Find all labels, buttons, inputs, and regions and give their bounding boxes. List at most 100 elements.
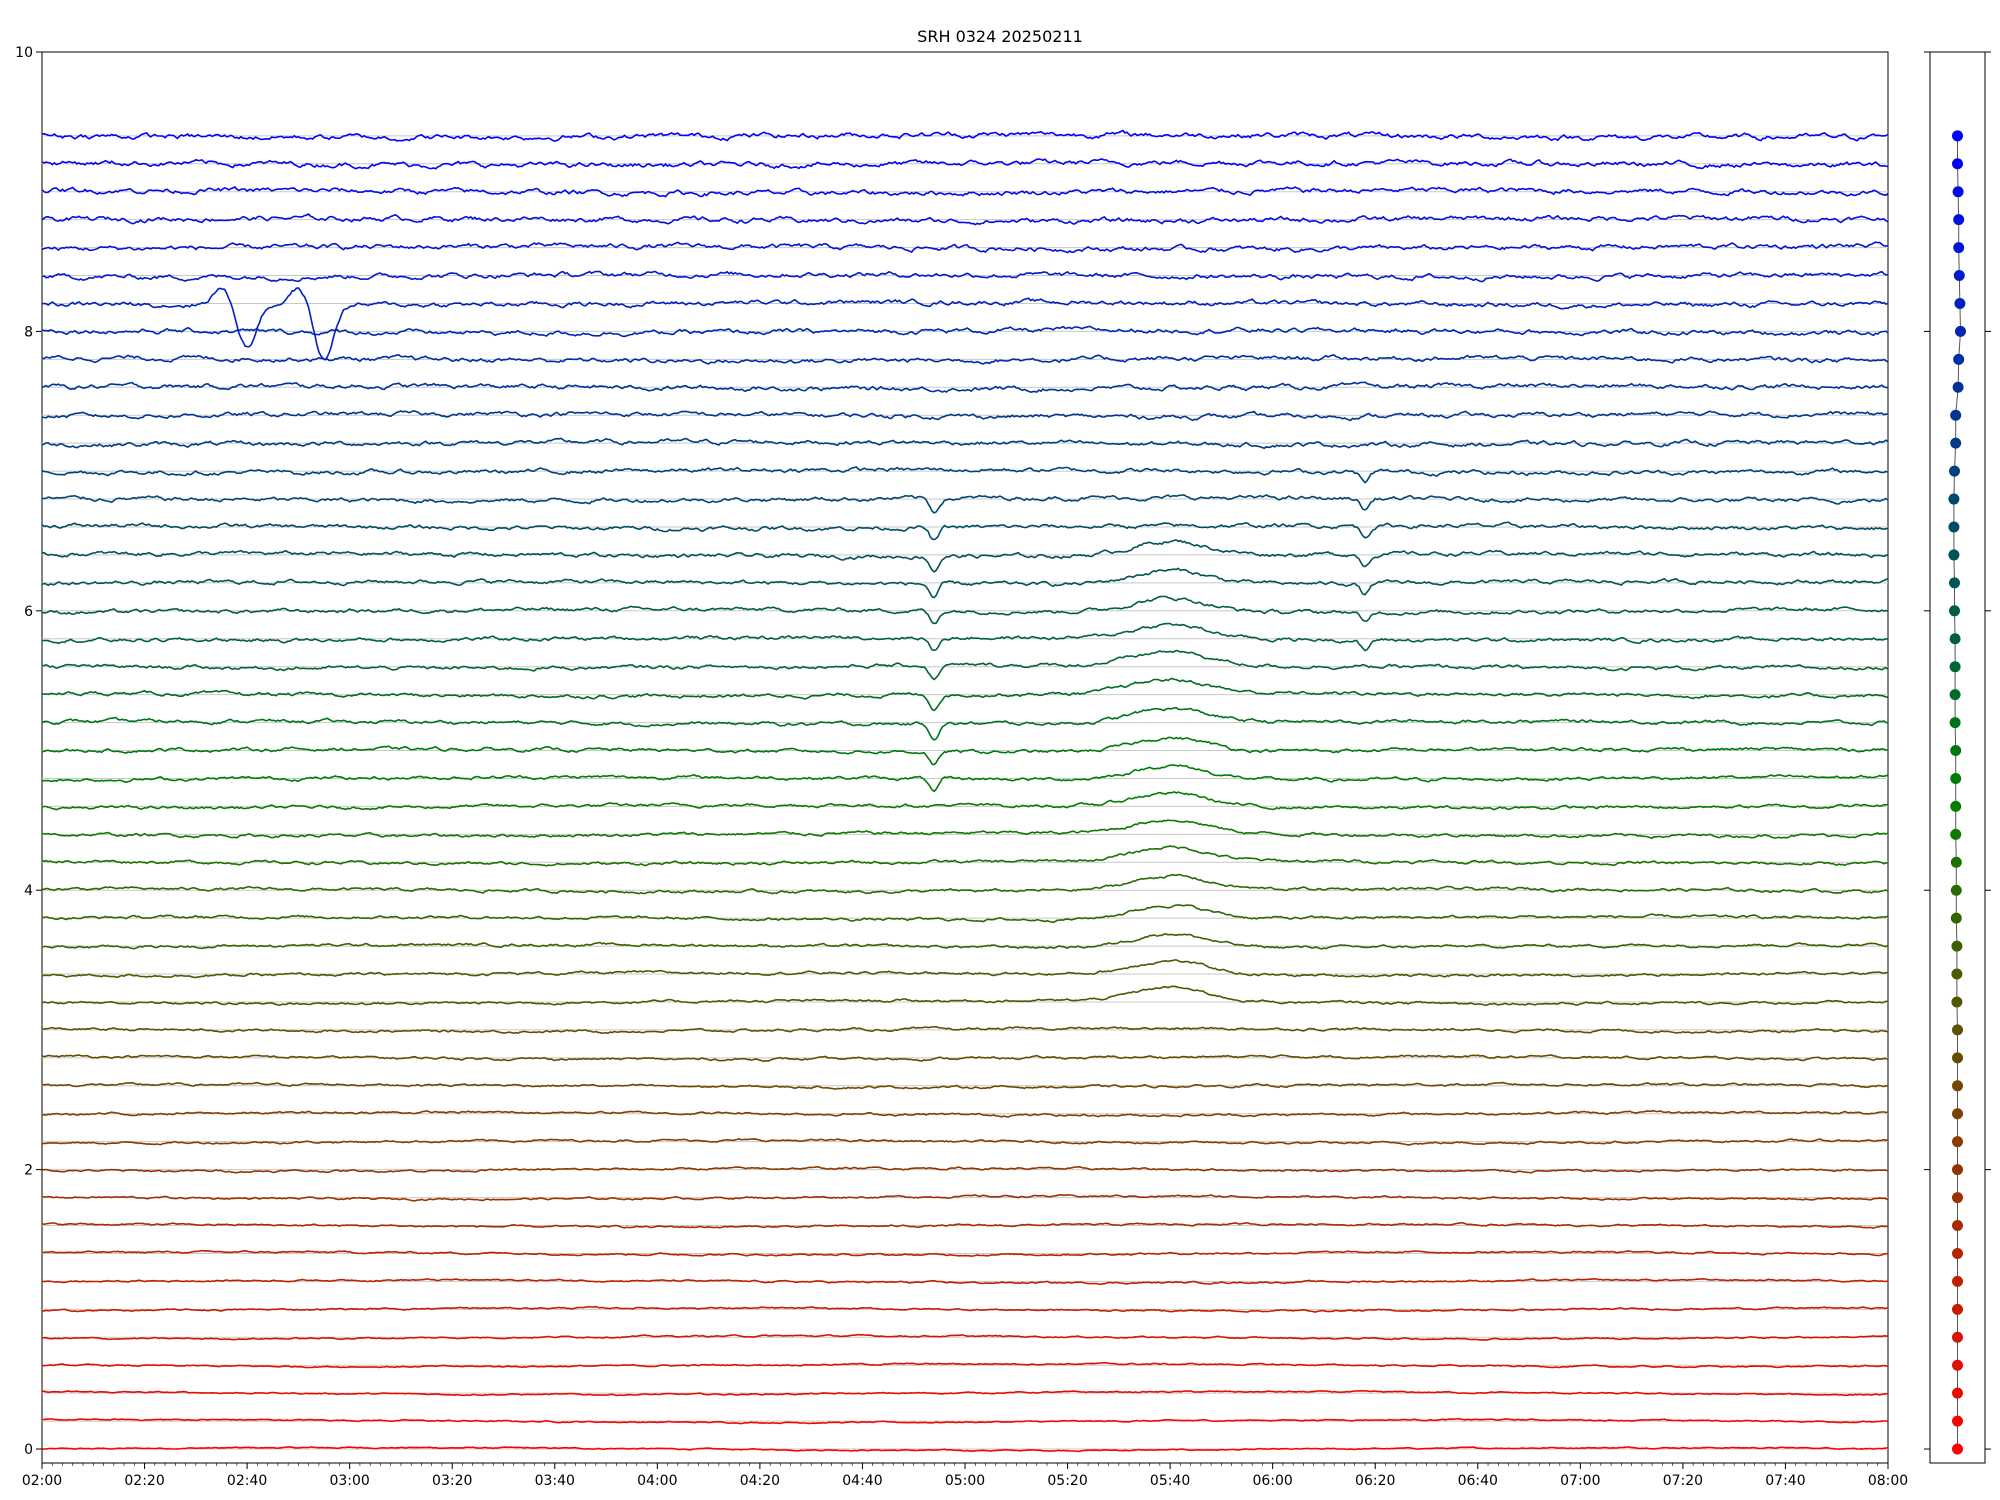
trace-line [41,241,1889,254]
side-dot [1952,1275,1963,1287]
trace-line [41,213,1889,226]
trace-line [41,595,1889,625]
side-dot [1949,633,1961,645]
trace-line [41,1389,1889,1397]
trace-line [41,649,1889,681]
side-dot [1952,1164,1963,1176]
x-tick-label: 02:20 [124,1473,164,1489]
x-tick-label: 06:20 [1355,1473,1395,1489]
side-dot [1953,353,1965,365]
side-dot [1952,381,1964,393]
trace-line [41,521,1889,541]
side-dot [1950,437,1962,449]
side-dot [1951,996,1963,1008]
trace-line [41,959,1889,979]
trace-line [41,1054,1889,1063]
trace-line [41,270,1889,283]
x-tick-label: 06:40 [1458,1473,1498,1489]
trace-line [41,409,1889,422]
x-tick-label: 05:40 [1150,1473,1190,1489]
side-dot [1952,1359,1963,1371]
trace-line [41,1165,1889,1174]
side-dot [1952,1415,1963,1427]
trace-line [41,791,1889,811]
trace-line [41,567,1889,599]
y-tick-label: 6 [24,604,33,620]
side-dot [1952,1387,1963,1399]
side-dot [1952,1443,1963,1455]
trace-line [41,1333,1889,1341]
side-dot [1950,772,1962,784]
side-plot [1924,51,1991,1464]
trace-line [41,1277,1889,1286]
side-dot [1950,856,1962,868]
x-tick-label: 03:40 [535,1473,575,1489]
side-dot [1952,1052,1963,1064]
side-dot [1950,409,1962,421]
side-dot [1949,465,1960,477]
x-tick-label: 02:00 [22,1473,62,1489]
side-dot [1952,1080,1963,1092]
x-tick-label: 07:00 [1560,1473,1600,1489]
trace-line [41,764,1889,793]
side-dot [1949,577,1960,589]
side-dot [1948,549,1960,561]
side-dot [1952,1303,1963,1315]
main-plot: 02:00 02:20 02:40 03:00 03:20 03:40 04:00 04:20… [15,45,1908,1489]
side-dot [1952,1024,1963,1036]
trace-line [41,677,1889,712]
trace-line [41,381,1889,394]
side-dot [1953,214,1965,226]
x-tick-label: 05:00 [945,1473,985,1489]
trace-line [41,129,1889,143]
chart-title: SRH 0324 20250211 [917,27,1083,46]
side-dot [1952,1108,1963,1120]
x-tick-label: 08:00 [1868,1473,1908,1489]
side-dot [1953,242,1965,254]
side-dot [1952,186,1964,198]
trace-line [42,287,1889,361]
x-tick-label: 05:20 [1047,1473,1087,1489]
side-dot [1950,912,1962,924]
y-tick-label: 8 [24,324,33,340]
trace-line [42,1418,1889,1425]
side-dot [1952,1220,1963,1232]
side-dot [1952,158,1963,170]
side-dot [1953,270,1965,282]
trace-line [41,904,1889,924]
side-dot [1950,745,1962,757]
side-dot [1952,1136,1963,1148]
trace-line [42,539,1889,573]
trace-line [42,1138,1889,1146]
trace-line [41,158,1889,170]
trace-line [42,1249,1888,1257]
x-tick-label: 03:20 [432,1473,472,1489]
trace-line [41,185,1889,198]
trace-line [41,494,1889,514]
side-dot [1952,1331,1963,1343]
x-tick-label: 03:00 [329,1473,369,1489]
side-dot [1950,800,1962,812]
x-tick-label: 04:00 [637,1473,677,1489]
x-tick-label: 04:40 [842,1473,882,1489]
x-tick-label: 07:40 [1765,1473,1805,1489]
side-dot [1949,717,1961,729]
y-tick-label: 0 [24,1442,33,1458]
x-tick-label: 04:20 [740,1473,780,1489]
trace-line [41,1221,1889,1230]
side-dot [1949,689,1961,701]
trace-line [41,1305,1889,1313]
trace-line [41,1193,1889,1202]
trace-line [41,873,1889,895]
side-dot [1948,521,1960,533]
side-dot [1954,297,1966,309]
trace-line [41,845,1889,867]
trace-line [41,437,1889,449]
side-dot [1951,940,1963,952]
side-dot [1949,605,1960,617]
side-plot-frame [1929,51,1986,1464]
side-dot [1951,968,1963,980]
side-dot [1952,1247,1963,1259]
